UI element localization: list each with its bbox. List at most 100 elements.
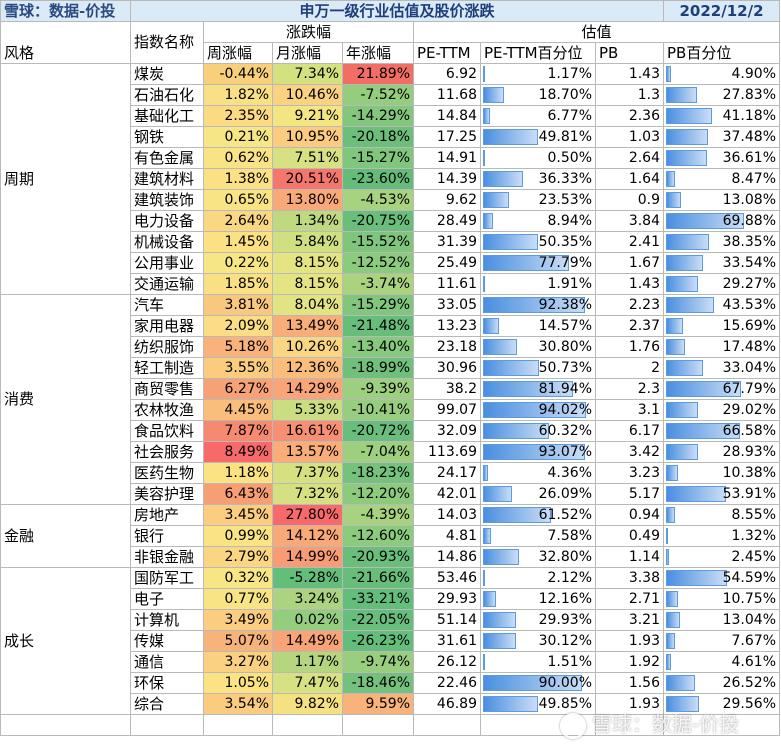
style-group-cell: 金融 — [0, 504, 131, 568]
yearly-change-cell: -13.40% — [342, 336, 414, 358]
percentile-bar — [483, 360, 539, 376]
monthly-change-cell: 1.17% — [272, 651, 343, 673]
percentile-value: 13.04% — [722, 611, 776, 628]
pe-ttm-cell: 31.61 — [413, 630, 481, 652]
pe-ttm-cell: 17.25 — [413, 126, 481, 148]
index-name-cell: 通信 — [130, 651, 204, 673]
pe-ttm-percentile-cell: 30.80% — [480, 336, 596, 358]
weekly-change-cell: 7.87% — [203, 420, 273, 442]
pb-percentile-cell: 29.56% — [663, 693, 780, 715]
pe-ttm-percentile-cell: 81.94% — [480, 378, 596, 400]
yearly-change-cell: -18.23% — [342, 462, 414, 484]
percentile-bar-track — [483, 528, 593, 544]
yearly-change-cell: -9.74% — [342, 651, 414, 673]
title-row: 雪球：数据-价投 申万一级行业估值及股价涨跌 2022/12/2 — [0, 0, 780, 22]
percentile-value: 12.16% — [538, 590, 592, 607]
percentile-bar-track — [666, 633, 777, 649]
yearly-change-cell: -21.66% — [342, 567, 414, 589]
percentile-bar-track — [483, 360, 593, 376]
percentile-bar-track — [483, 381, 593, 397]
pb-cell: 1.56 — [595, 672, 664, 694]
percentile-value: 17.48% — [722, 338, 776, 355]
weekly-change-cell: 2.09% — [203, 315, 273, 337]
table-row: 银行 0.99% 14.12% -12.60% 4.81 7.58% 0.49 1.32% — [1, 525, 780, 547]
weekly-change-cell: 0.99% — [203, 525, 273, 547]
percentile-bar-track — [483, 507, 593, 523]
pe-ttm-cell: 113.69 — [413, 441, 481, 463]
percentile-bar-track — [666, 360, 777, 376]
brand-label: 雪球：数据-价投 — [0, 0, 131, 22]
percentile-bar — [483, 381, 574, 397]
yearly-change-cell: -26.23% — [342, 630, 414, 652]
index-name-cell: 家用电器 — [130, 315, 204, 337]
percentile-bar — [483, 171, 523, 187]
percentile-bar-track — [483, 108, 593, 124]
table-row: 综合 3.54% 9.82% 9.59% 46.89 49.85% 1.93 29.56% — [1, 693, 780, 715]
percentile-value: 8.94% — [547, 212, 592, 229]
percentile-bar-track — [666, 654, 777, 670]
percentile-bar-track — [483, 87, 593, 103]
pe-ttm-cell: 14.03 — [413, 504, 481, 526]
weekly-change-cell: 6.43% — [203, 483, 273, 505]
pb-percentile-cell: 28.93% — [663, 441, 780, 463]
percentile-value: 66.58% — [722, 422, 776, 439]
weekly-change-cell: 1.05% — [203, 672, 273, 694]
yearly-change-cell: -4.53% — [342, 189, 414, 211]
percentile-bar — [483, 255, 569, 271]
percentile-value: 18.70% — [538, 86, 592, 103]
percentile-bar — [666, 192, 681, 208]
pe-ttm-cell: 14.39 — [413, 168, 481, 190]
style-header: 风格 — [0, 21, 131, 64]
percentile-bar — [666, 171, 676, 187]
percentile-value: 29.02% — [722, 401, 776, 418]
weekly-change-cell: 3.54% — [203, 693, 273, 715]
yearly-change-cell: -7.04% — [342, 441, 414, 463]
monthly-change-cell: 10.95% — [272, 126, 343, 148]
monthly-change-cell: 14.12% — [272, 525, 343, 547]
header-row-1: 风格 指数名称 涨跌幅 估值 — [0, 21, 780, 64]
pe-ttm-percentile-cell: 29.93% — [480, 609, 596, 631]
index-name-cell: 纺织服饰 — [130, 336, 204, 358]
percentile-value: 26.52% — [722, 674, 776, 691]
index-name-cell: 社会服务 — [130, 441, 204, 463]
pb-percentile-cell: 53.91% — [663, 483, 780, 505]
percentile-value: 38.35% — [722, 233, 776, 250]
yearly-change-cell: -20.18% — [342, 126, 414, 148]
percentile-bar — [666, 444, 699, 460]
percentile-bar-track — [666, 591, 777, 607]
pb-cell: 1.67 — [595, 252, 664, 274]
percentile-bar — [666, 612, 681, 628]
table-row: 石油石化 1.82% 10.46% -7.52% 11.68 18.70% 1.3 27.83… — [1, 84, 780, 106]
percentile-bar-track — [483, 339, 593, 355]
monthly-change-cell: 13.49% — [272, 315, 343, 337]
pb-percentile-cell: 66.58% — [663, 420, 780, 442]
pb-cell: 1.76 — [595, 336, 664, 358]
yearly-change-cell: -15.29% — [342, 294, 414, 316]
percentile-bar-track — [483, 66, 593, 82]
pe-ttm-percentile-cell: 49.81% — [480, 126, 596, 148]
pb-cell: 3.21 — [595, 609, 664, 631]
percentile-bar — [666, 696, 699, 712]
percentile-bar — [483, 528, 492, 544]
percentile-bar — [666, 318, 684, 334]
yearly-change-cell: 9.59% — [342, 693, 414, 715]
percentile-bar-track — [666, 66, 777, 82]
pb-cell: 1.43 — [595, 63, 664, 85]
weekly-change-cell: -0.44% — [203, 63, 273, 85]
percentile-value: 23.53% — [538, 191, 592, 208]
percentile-bar-track — [666, 507, 777, 523]
percentile-value: 4.90% — [731, 65, 776, 82]
percentile-bar-track — [666, 486, 777, 502]
weekly-change-cell: 2.64% — [203, 210, 273, 232]
index-name-cell: 电力设备 — [130, 210, 204, 232]
percentile-bar — [666, 150, 707, 166]
percentile-bar-track — [483, 675, 593, 691]
percentile-bar-track — [483, 297, 593, 313]
pb-percentile-cell: 8.47% — [663, 168, 780, 190]
pe-ttm-percentile-cell: 1.91% — [480, 273, 596, 295]
percentile-value: 69.88% — [722, 212, 776, 229]
pb-cell: 3.23 — [595, 462, 664, 484]
yearly-change-cell: -9.39% — [342, 378, 414, 400]
index-name-cell: 传媒 — [130, 630, 204, 652]
